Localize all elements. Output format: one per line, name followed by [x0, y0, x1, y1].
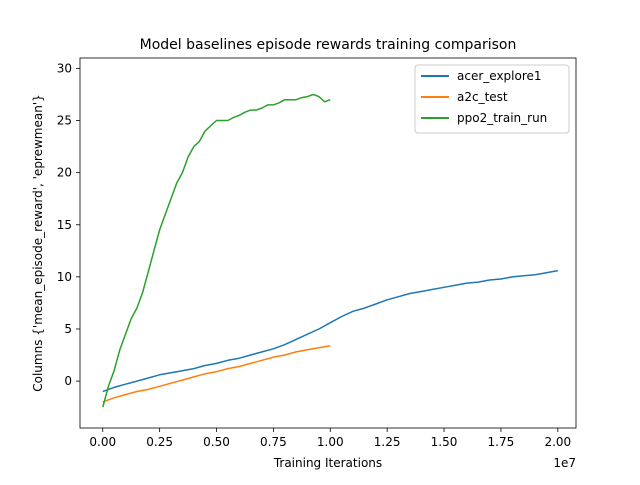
x-axis: 0.00 0.25 0.50 0.75 1.00 1.25 1.50 1.75 2.00	[89, 428, 571, 449]
series-line-ppo2_train_run	[102, 93, 331, 408]
x-tick-label: 0.00	[89, 435, 116, 449]
series-layer	[102, 93, 558, 408]
x-tick-label: 0.75	[260, 435, 287, 449]
x-tick-label: 1.00	[317, 435, 344, 449]
series-line-a2c_test	[102, 344, 331, 403]
plot-frame	[79, 57, 577, 429]
x-tick-label: 1.50	[431, 435, 458, 449]
y-tick-label: 0	[64, 374, 72, 388]
y-tick-label: 20	[57, 166, 72, 180]
y-axis: 0 5 10 15 20 25 30	[57, 61, 80, 388]
x-axis-label: Training Iterations	[273, 456, 382, 470]
series-line-acer_explore1	[102, 269, 558, 393]
y-tick-label: 25	[57, 114, 72, 128]
x-tick-label: 2.00	[544, 435, 571, 449]
x-tick-label: 0.50	[203, 435, 230, 449]
x-offset-text: 1e7	[553, 456, 576, 470]
x-tick-label: 1.75	[488, 435, 515, 449]
y-tick-label: 10	[57, 270, 72, 284]
y-tick-label: 5	[64, 322, 72, 336]
legend-label-a2c_test: a2c_test	[457, 90, 508, 104]
x-tick-label: 1.25	[374, 435, 401, 449]
x-tick-label: 0.25	[146, 435, 173, 449]
legend-label-acer_explore1: acer_explore1	[457, 69, 542, 83]
y-axis-label: Columns {'mean_episode_reward', 'eprewme…	[31, 94, 45, 392]
legend-label-ppo2_train_run: ppo2_train_run	[457, 111, 547, 125]
chart-title: Model baselines episode rewards training…	[140, 37, 517, 53]
legend-box	[414, 64, 570, 134]
y-tick-label: 15	[57, 218, 72, 232]
y-tick-label: 30	[57, 61, 72, 75]
legend: acer_explore1 a2c_test ppo2_train_run	[414, 64, 570, 134]
